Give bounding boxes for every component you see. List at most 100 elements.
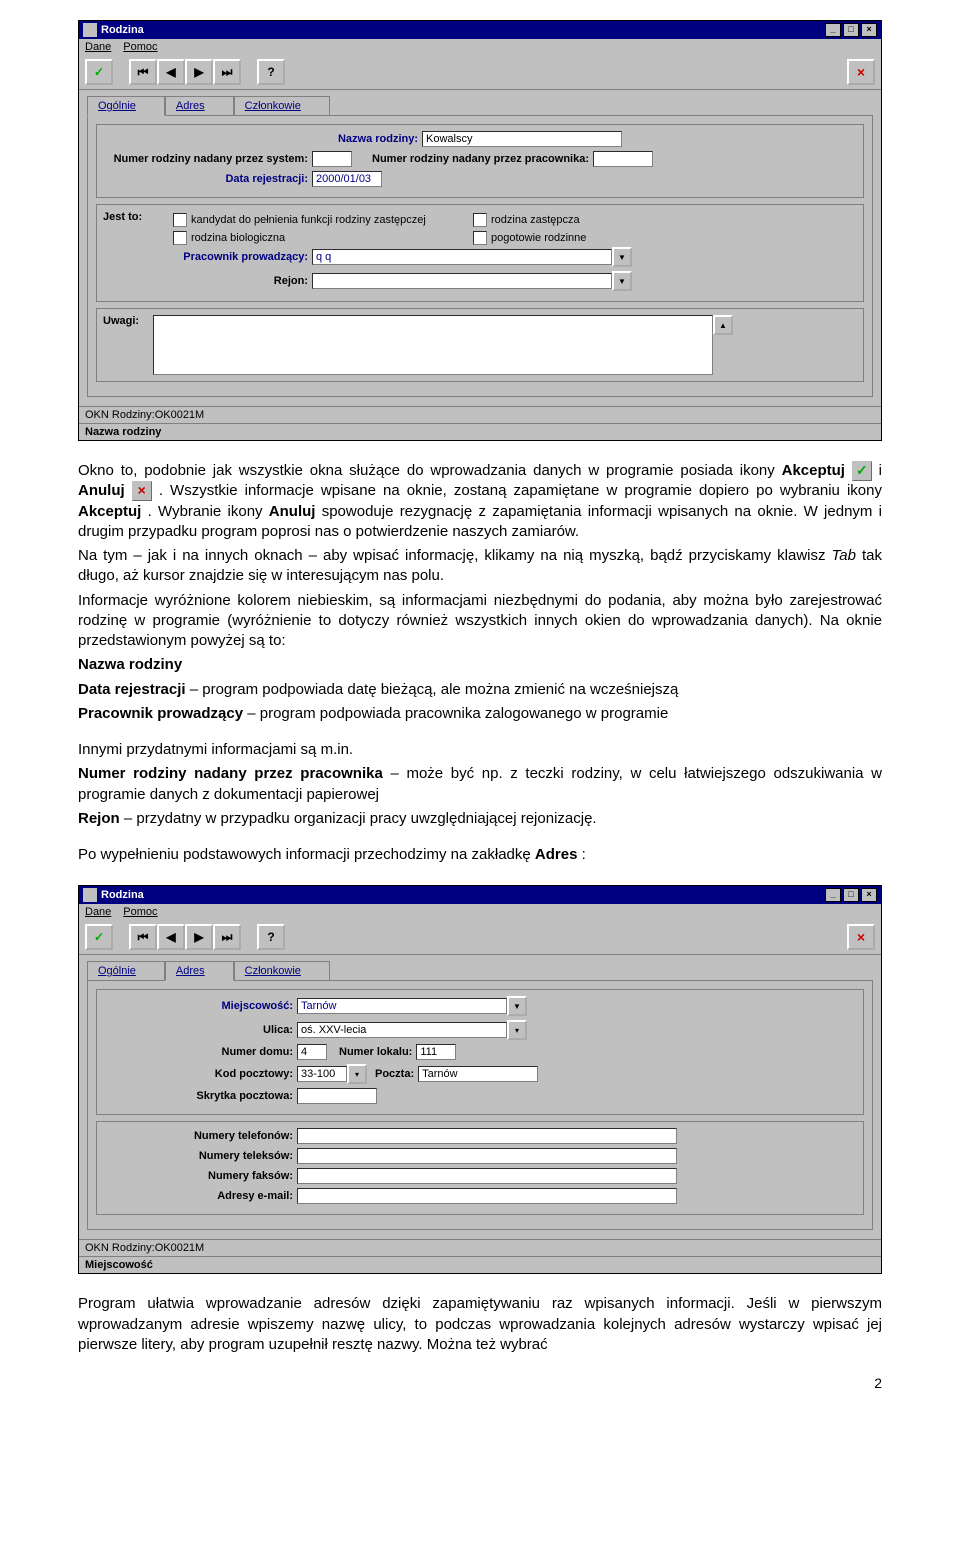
kod-input[interactable]	[297, 1066, 347, 1082]
pracownik-label: Pracownik prowadzący:	[103, 251, 308, 263]
help-icon[interactable]: ?	[257, 59, 285, 85]
toolbar: ✓ ⏮ ◀ ▶ ⏭ ? ×	[79, 55, 881, 90]
minimize-button[interactable]: _	[825, 23, 841, 37]
data-rej-label: Data rejestracji:	[103, 173, 308, 185]
numer-lokalu-label: Numer lokalu:	[339, 1046, 412, 1058]
cb-zastepcza-label: rodzina zastępcza	[491, 214, 580, 226]
numer-prac-input[interactable]	[593, 151, 653, 167]
nav-first-icon[interactable]: ⏮	[129, 924, 157, 950]
teleks-input[interactable]	[297, 1148, 677, 1164]
nav-first-icon[interactable]: ⏮	[129, 59, 157, 85]
cancel-icon[interactable]: ×	[847, 59, 875, 85]
faks-label: Numery faksów:	[103, 1170, 293, 1182]
tab-adres[interactable]: Adres	[165, 961, 234, 981]
miejscowosc-input[interactable]	[297, 998, 507, 1014]
maximize-button[interactable]: □	[843, 888, 859, 902]
poczta-label: Poczta:	[375, 1068, 414, 1080]
teleks-label: Numery teleksów:	[103, 1150, 293, 1162]
maximize-button[interactable]: □	[843, 23, 859, 37]
cb-biologiczna[interactable]	[173, 231, 187, 245]
nav-last-icon[interactable]: ⏭	[213, 59, 241, 85]
cb-biologiczna-label: rodzina biologiczna	[191, 232, 285, 244]
menu-dane[interactable]: Dane	[85, 906, 111, 918]
cb-pogotowie[interactable]	[473, 231, 487, 245]
toolbar: ✓ ⏮ ◀ ▶ ⏭ ? ×	[79, 920, 881, 955]
numer-domu-input[interactable]	[297, 1044, 327, 1060]
rejon-label: Rejon:	[103, 275, 308, 287]
nav-prev-icon[interactable]: ◀	[157, 59, 185, 85]
status-field: Miejscowość	[79, 1256, 881, 1273]
jest-to-label: Jest to:	[103, 211, 173, 247]
status-field: Nazwa rodziny	[79, 423, 881, 440]
tel-input[interactable]	[297, 1128, 677, 1144]
numer-prac-label: Numer rodziny nadany przez pracownika:	[372, 153, 589, 165]
kod-dropdown-icon[interactable]: ▾	[347, 1064, 367, 1084]
tab-content: Nazwa rodziny: Numer rodziny nadany prze…	[87, 115, 873, 397]
nav-next-icon[interactable]: ▶	[185, 924, 213, 950]
cancel-icon[interactable]: ×	[847, 924, 875, 950]
numer-sys-input[interactable]	[312, 151, 352, 167]
tabs: Ogólnie Adres Członkowie	[79, 90, 881, 116]
tab-ogolnie[interactable]: Ogólnie	[87, 96, 165, 116]
window-rodzina-adres: Rodzina _ □ × Dane Pomoc ✓ ⏮ ◀ ▶ ⏭ ? × O…	[78, 885, 882, 1274]
window-title: Rodzina	[101, 889, 144, 901]
email-input[interactable]	[297, 1188, 677, 1204]
data-rej-input[interactable]	[312, 171, 382, 187]
close-button[interactable]: ×	[861, 23, 877, 37]
menubar: Dane Pomoc	[79, 39, 881, 55]
titlebar: Rodzina _ □ ×	[79, 886, 881, 904]
app-icon	[83, 23, 97, 37]
tab-adres[interactable]: Adres	[165, 96, 234, 116]
document-text: Okno to, podobnie jak wszystkie okna słu…	[78, 461, 882, 865]
uwagi-input[interactable]	[153, 315, 713, 375]
cb-kandydat[interactable]	[173, 213, 187, 227]
miejscowosc-dropdown-icon[interactable]: ▼	[507, 996, 527, 1016]
email-label: Adresy e-mail:	[103, 1190, 293, 1202]
ulica-label: Ulica:	[103, 1024, 293, 1036]
cb-pogotowie-label: pogotowie rodzinne	[491, 232, 586, 244]
tab-ogolnie[interactable]: Ogólnie	[87, 961, 165, 981]
cb-kandydat-label: kandydat do pełnienia funkcji rodziny za…	[191, 214, 426, 226]
faks-input[interactable]	[297, 1168, 677, 1184]
menu-dane[interactable]: Dane	[85, 41, 111, 53]
skrytka-label: Skrytka pocztowa:	[103, 1090, 293, 1102]
numer-lokalu-input[interactable]	[416, 1044, 456, 1060]
rejon-input[interactable]	[312, 273, 612, 289]
tabs: Ogólnie Adres Członkowie	[79, 955, 881, 981]
nav-prev-icon[interactable]: ◀	[157, 924, 185, 950]
tab-content: Miejscowość: ▼ Ulica: ▾ Numer domu: Nume…	[87, 980, 873, 1230]
cb-zastepcza[interactable]	[473, 213, 487, 227]
tab-czlonkowie[interactable]: Członkowie	[234, 961, 330, 981]
poczta-input[interactable]	[418, 1066, 538, 1082]
accept-icon[interactable]: ✓	[85, 59, 113, 85]
rejon-dropdown-icon[interactable]: ▼	[612, 271, 632, 291]
miejscowosc-label: Miejscowość:	[103, 1000, 293, 1012]
accept-icon[interactable]: ✓	[85, 924, 113, 950]
skrytka-input[interactable]	[297, 1088, 377, 1104]
status-okn: OKN Rodziny:OK0021M	[79, 406, 881, 423]
cancel-icon-inline: ×	[132, 481, 152, 501]
menu-pomoc[interactable]: Pomoc	[123, 41, 157, 53]
nav-next-icon[interactable]: ▶	[185, 59, 213, 85]
scroll-up-icon[interactable]: ▲	[713, 315, 733, 335]
nazwa-input[interactable]	[422, 131, 622, 147]
ulica-input[interactable]	[297, 1022, 507, 1038]
page-number: 2	[78, 1375, 882, 1391]
uwagi-label: Uwagi:	[103, 315, 153, 327]
minimize-button[interactable]: _	[825, 888, 841, 902]
tel-label: Numery telefonów:	[103, 1130, 293, 1142]
status-okn: OKN Rodziny:OK0021M	[79, 1239, 881, 1256]
kod-label: Kod pocztowy:	[103, 1068, 293, 1080]
menu-pomoc[interactable]: Pomoc	[123, 906, 157, 918]
numer-domu-label: Numer domu:	[103, 1046, 293, 1058]
tab-czlonkowie[interactable]: Członkowie	[234, 96, 330, 116]
nav-last-icon[interactable]: ⏭	[213, 924, 241, 950]
ulica-dropdown-icon[interactable]: ▾	[507, 1020, 527, 1040]
accept-icon-inline: ✓	[852, 461, 872, 481]
close-button[interactable]: ×	[861, 888, 877, 902]
window-title: Rodzina	[101, 24, 144, 36]
help-icon[interactable]: ?	[257, 924, 285, 950]
pracownik-dropdown-icon[interactable]: ▼	[612, 247, 632, 267]
pracownik-input[interactable]	[312, 249, 612, 265]
nazwa-label: Nazwa rodziny:	[338, 133, 418, 145]
